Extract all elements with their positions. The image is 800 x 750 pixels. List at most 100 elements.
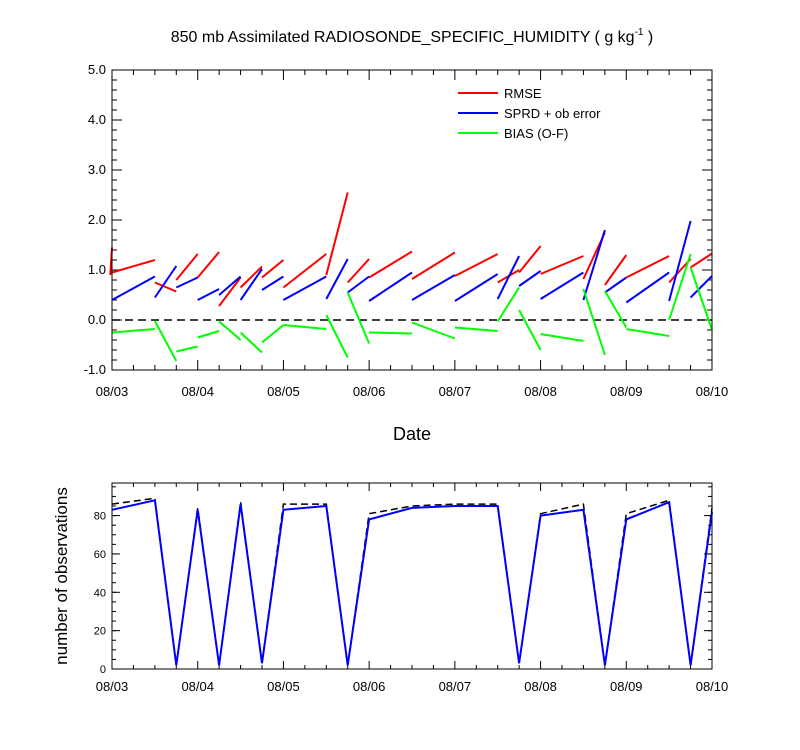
- rmse-segment: [346, 258, 370, 284]
- bias-o-f-segment: [218, 320, 242, 341]
- rmse-segment: [239, 265, 263, 289]
- y-axis-label: number of observations: [52, 487, 71, 665]
- sprd-ob-error-segment: [154, 265, 178, 299]
- y-tick-label: 5.0: [88, 62, 106, 77]
- x-tick-label: 08/06: [353, 384, 386, 399]
- bias-o-f-segment: [668, 253, 692, 321]
- top-plot-frame: [111, 69, 713, 371]
- rmse-segment: [690, 252, 713, 269]
- bias-o-f-segment: [604, 290, 628, 329]
- sprd-ob-error-segment: [347, 275, 370, 294]
- bias-o-f-segment: [454, 326, 498, 332]
- sprd-ob-error-segment: [325, 258, 349, 300]
- y-tick-label: 0.0: [88, 312, 106, 327]
- sprd-ob-error-segment: [582, 229, 606, 301]
- legend-label-rmse: RMSE: [504, 86, 542, 101]
- top-series: [109, 192, 713, 362]
- sprd-ob-error-segment: [261, 275, 284, 291]
- top-chart: 850 mb Assimilated RADIOSONDE_SPECIFIC_H…: [84, 27, 729, 444]
- bias-o-f-segment: [283, 324, 327, 330]
- title-end: ): [643, 29, 653, 46]
- bottom-series: [111, 497, 713, 666]
- sprd-ob-error-segment: [625, 271, 670, 304]
- bias-o-f-segment: [346, 292, 371, 344]
- bias-o-f-segment: [582, 288, 606, 356]
- bias-o-f-segment: [626, 328, 670, 337]
- sprd-ob-error-segment: [368, 271, 413, 302]
- bias-o-f-segment: [689, 267, 713, 331]
- y-tick-label: 1.0: [88, 262, 106, 277]
- rmse-segment: [411, 251, 456, 280]
- rmse-segment: [282, 253, 327, 289]
- x-tick-label: 08/06: [353, 679, 386, 694]
- x-tick-label: 08/04: [181, 679, 214, 694]
- sprd-ob-error-segment: [496, 255, 520, 300]
- rmse-segment: [218, 276, 242, 307]
- sprd-ob-error-segment: [518, 270, 542, 287]
- series-sprd-ob-error: [111, 220, 713, 304]
- y-tick-label: 2.0: [88, 212, 106, 227]
- bias-o-f-segment: [496, 286, 520, 323]
- series-used-observations: [111, 499, 713, 666]
- sprd-ob-error-segment: [604, 276, 627, 294]
- sprd-ob-error-segment: [175, 276, 199, 289]
- rmse-segment: [625, 255, 670, 279]
- title-superscript: -1: [635, 27, 644, 38]
- x-tick-label: 08/10: [696, 384, 729, 399]
- sprd-ob-error-segment: [218, 275, 242, 296]
- rmse-segment: [540, 255, 584, 275]
- chart-title: 850 mb Assimilated RADIOSONDE_SPECIFIC_H…: [171, 27, 654, 46]
- bias-o-f-segment: [540, 333, 584, 342]
- y-tick-label: 80: [94, 511, 106, 523]
- bias-o-f-segment: [369, 331, 413, 335]
- x-tick-label: 08/08: [524, 384, 557, 399]
- legend-label-sprd: SPRD + ob error: [504, 106, 601, 121]
- rmse-segment: [368, 250, 413, 279]
- sprd-ob-error-segment: [454, 273, 499, 302]
- x-tick-label: 08/03: [96, 384, 129, 399]
- rmse-segment: [325, 192, 349, 276]
- x-tick-label: 08/08: [524, 679, 557, 694]
- rmse-segment: [111, 259, 156, 274]
- x-tick-label: 08/09: [610, 679, 643, 694]
- bias-o-f-segment: [411, 321, 456, 340]
- sprd-ob-error-segment: [540, 271, 584, 300]
- rmse-segment: [604, 254, 628, 286]
- bias-o-f-segment: [518, 309, 542, 351]
- x-tick-label: 08/05: [267, 679, 300, 694]
- series-rmse: [109, 192, 713, 307]
- bias-o-f-segment: [197, 330, 220, 339]
- bias-o-f-segment: [261, 324, 285, 344]
- x-tick-label: 08/05: [267, 384, 300, 399]
- bias-o-f-segment: [111, 328, 155, 334]
- sprd-ob-error-segment: [111, 275, 156, 301]
- sprd-ob-error-segment: [668, 220, 692, 302]
- bias-o-f-segment: [325, 314, 349, 358]
- y-tick-label: -1.0: [84, 362, 106, 377]
- y-tick-label: 4.0: [88, 112, 106, 127]
- rmse-segment: [154, 281, 177, 293]
- bias-o-f-segment: [154, 320, 178, 362]
- top-axes: 08/03 08/04 08/05 08/06 08/07 08/08 08/09 08/10…: [84, 62, 729, 399]
- rmse-segment: [518, 245, 542, 274]
- sprd-ob-error-segment: [689, 275, 713, 299]
- bias-o-f-segment: [176, 345, 198, 353]
- x-tick-label: 08/07: [439, 679, 472, 694]
- x-tick-label: 08/09: [610, 384, 643, 399]
- y-tick-label: 3.0: [88, 162, 106, 177]
- bias-o-f-segment: [239, 331, 263, 354]
- rmse-segment: [454, 253, 499, 277]
- rmse-segment: [196, 251, 220, 279]
- rmse-segment: [261, 259, 285, 279]
- title-main: 850 mb Assimilated RADIOSONDE_SPECIFIC_H…: [171, 29, 635, 46]
- legend: RMSE SPRD + ob error BIAS (O-F): [458, 86, 601, 141]
- y-tick-label: 20: [94, 626, 106, 638]
- sprd-ob-error-segment: [239, 268, 263, 301]
- bottom-plot-frame: [111, 482, 713, 670]
- x-tick-label: 08/04: [181, 384, 214, 399]
- sprd-ob-error-segment: [282, 275, 327, 301]
- y-tick-label: 0: [100, 664, 106, 676]
- y-tick-label: 60: [94, 549, 106, 561]
- sprd-ob-error-segment: [411, 274, 456, 301]
